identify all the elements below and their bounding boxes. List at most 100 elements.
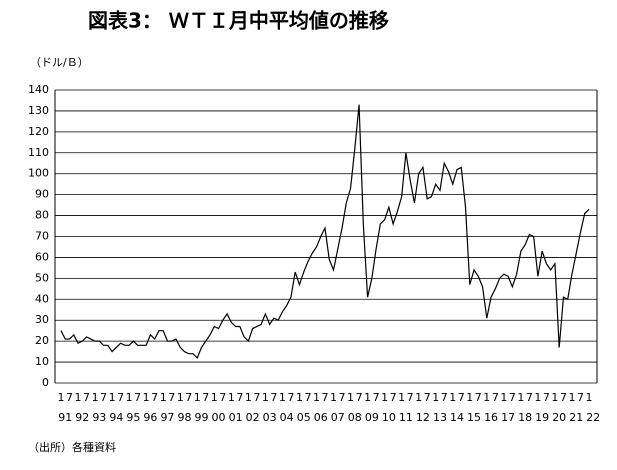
x-tick-label: 1 — [75, 391, 82, 404]
x-year-label: 09 — [365, 411, 379, 424]
x-tick-label: 1 — [262, 391, 269, 404]
x-year-label: 91 — [58, 411, 72, 424]
x-tick-label: 7 — [441, 391, 448, 404]
x-tick-label: 7 — [424, 391, 431, 404]
x-tick-label: 7 — [219, 391, 226, 404]
x-tick-label: 1 — [160, 391, 167, 404]
x-tick-label: 1 — [449, 391, 456, 404]
x-tick-label: 7 — [151, 391, 158, 404]
x-year-label: 01 — [229, 411, 243, 424]
x-tick-label: 1 — [483, 391, 490, 404]
x-tick-label: 7 — [577, 391, 584, 404]
x-year-label: 94 — [109, 411, 123, 424]
x-year-label: 03 — [263, 411, 277, 424]
x-tick-label: 1 — [586, 391, 593, 404]
x-tick-label: 7 — [339, 391, 346, 404]
x-year-label: 00 — [212, 411, 226, 424]
x-tick-label: 1 — [330, 391, 337, 404]
x-year-label: 21 — [569, 411, 583, 424]
x-tick-label: 7 — [117, 391, 124, 404]
x-tick-label: 1 — [211, 391, 218, 404]
x-year-label: 04 — [280, 411, 294, 424]
x-tick-label: 1 — [381, 391, 388, 404]
x-year-label: 97 — [160, 411, 174, 424]
y-tick-label: 130 — [28, 104, 49, 117]
x-year-label: 14 — [450, 411, 464, 424]
x-tick-label: 1 — [551, 391, 558, 404]
x-tick-label: 1 — [143, 391, 150, 404]
x-tick-label: 7 — [543, 391, 550, 404]
y-tick-label: 120 — [28, 125, 49, 138]
y-tick-label: 60 — [35, 250, 49, 263]
x-tick-label: 1 — [347, 391, 354, 404]
x-year-label: 02 — [246, 411, 260, 424]
x-tick-label: 1 — [432, 391, 439, 404]
x-year-label: 22 — [586, 411, 600, 424]
x-tick-label: 7 — [66, 391, 73, 404]
y-tick-label: 0 — [42, 376, 49, 389]
x-tick-label: 7 — [322, 391, 329, 404]
x-tick-label: 1 — [517, 391, 524, 404]
y-tick-label: 110 — [28, 146, 49, 159]
x-tick-label: 7 — [100, 391, 107, 404]
x-year-label: 20 — [552, 411, 566, 424]
y-tick-label: 50 — [35, 271, 49, 284]
x-tick-label: 7 — [373, 391, 380, 404]
source-note: （出所）各種資料 — [28, 440, 116, 454]
x-year-label: 95 — [126, 411, 140, 424]
x-tick-label: 7 — [83, 391, 90, 404]
x-tick-label: 1 — [466, 391, 473, 404]
x-tick-label: 7 — [390, 391, 397, 404]
price-line — [60, 104, 590, 359]
x-tick-label: 1 — [245, 391, 252, 404]
x-year-label: 12 — [416, 411, 430, 424]
x-year-label: 17 — [501, 411, 515, 424]
y-tick-label: 70 — [35, 230, 49, 243]
x-tick-label: 7 — [253, 391, 260, 404]
y-tick-label: 20 — [35, 334, 49, 347]
x-tick-label: 1 — [177, 391, 184, 404]
y-tick-label: 30 — [35, 313, 49, 326]
x-year-label: 11 — [399, 411, 413, 424]
y-axis-label: （ドル/Ｂ） — [30, 56, 89, 69]
x-tick-label: 1 — [415, 391, 422, 404]
y-tick-label: 140 — [28, 83, 49, 96]
x-tick-label: 1 — [296, 391, 303, 404]
x-year-label: 93 — [92, 411, 106, 424]
x-tick-label: 7 — [185, 391, 192, 404]
x-year-label: 16 — [484, 411, 498, 424]
x-year-label: 15 — [467, 411, 481, 424]
x-year-label: 13 — [433, 411, 447, 424]
x-tick-label: 7 — [526, 391, 533, 404]
x-year-label: 05 — [297, 411, 311, 424]
y-tick-label: 80 — [35, 209, 49, 222]
x-year-label: 10 — [382, 411, 396, 424]
x-tick-label: 7 — [356, 391, 363, 404]
x-tick-label: 1 — [228, 391, 235, 404]
y-tick-label: 100 — [28, 167, 49, 180]
x-year-label: 98 — [177, 411, 191, 424]
x-year-label: 18 — [518, 411, 532, 424]
x-tick-label: 1 — [500, 391, 507, 404]
x-tick-label: 7 — [202, 391, 209, 404]
x-year-label: 92 — [75, 411, 89, 424]
x-tick-label: 7 — [560, 391, 567, 404]
x-year-label: 99 — [195, 411, 209, 424]
chart-title: 図表3： ＷＴＩ月中平均値の推移 — [88, 9, 389, 33]
x-tick-label: 1 — [194, 391, 201, 404]
y-tick-label: 40 — [35, 292, 49, 305]
x-tick-label: 1 — [92, 391, 99, 404]
x-tick-label: 1 — [109, 391, 116, 404]
x-tick-label: 7 — [458, 391, 465, 404]
x-tick-label: 7 — [475, 391, 482, 404]
x-year-label: 19 — [535, 411, 549, 424]
x-tick-label: 1 — [398, 391, 405, 404]
x-tick-label: 7 — [509, 391, 516, 404]
x-tick-label: 1 — [568, 391, 575, 404]
x-tick-label: 1 — [313, 391, 320, 404]
y-tick-label: 90 — [35, 188, 49, 201]
x-tick-label: 1 — [279, 391, 286, 404]
x-year-label: 07 — [331, 411, 345, 424]
